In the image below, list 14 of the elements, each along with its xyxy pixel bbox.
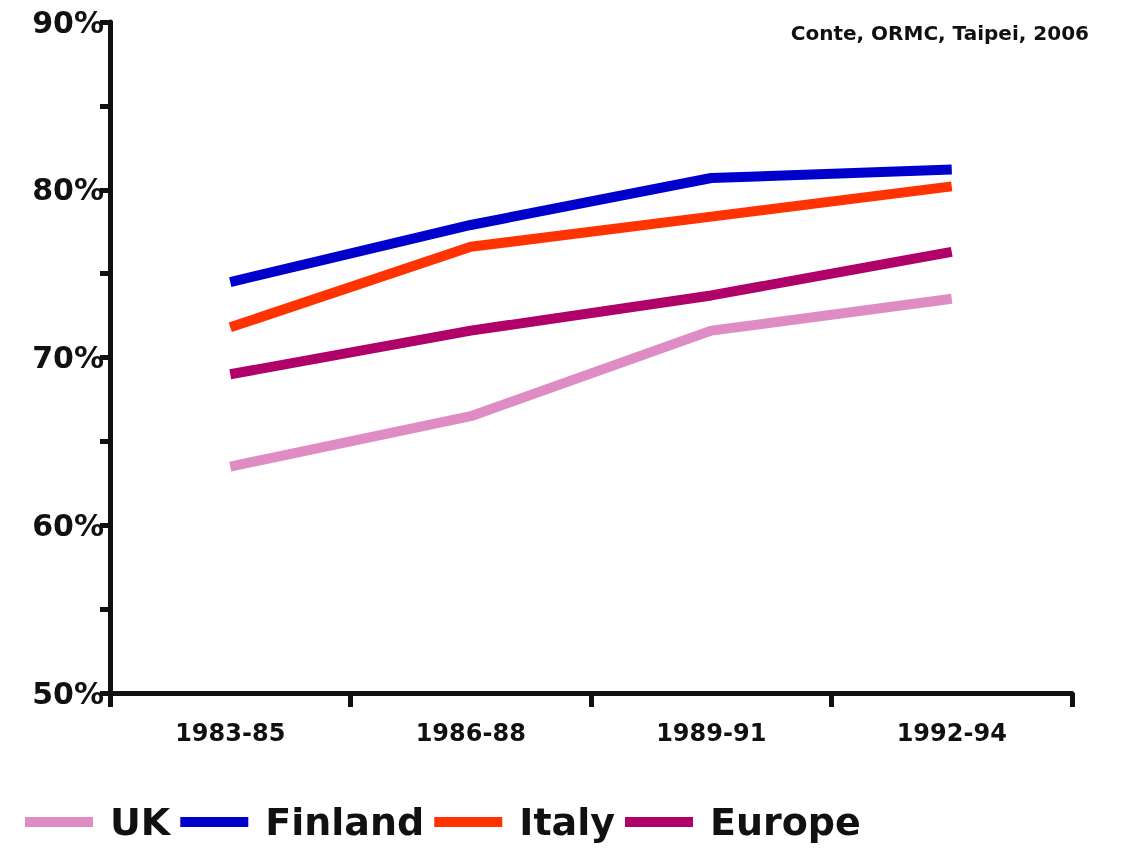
- y-tick-label: 70%: [32, 340, 104, 375]
- legend-label: Italy: [519, 800, 616, 844]
- legend-label: Finland: [265, 800, 425, 844]
- x-tick-label: 1986-88: [415, 719, 526, 747]
- x-tick-label: 1992-94: [896, 719, 1007, 747]
- x-tick-label: 1989-91: [656, 719, 767, 747]
- y-tick-label: 90%: [32, 4, 104, 40]
- y-tick-label: 80%: [32, 172, 104, 208]
- y-tick-label: 50%: [32, 675, 104, 711]
- legend-label: Europe: [710, 800, 861, 844]
- x-tick-label: 1983-85: [175, 719, 286, 747]
- y-tick-label: 60%: [32, 507, 104, 543]
- legend-label: UK: [110, 800, 172, 844]
- annotation: Conte, ORMC, Taipei, 2006: [790, 21, 1089, 45]
